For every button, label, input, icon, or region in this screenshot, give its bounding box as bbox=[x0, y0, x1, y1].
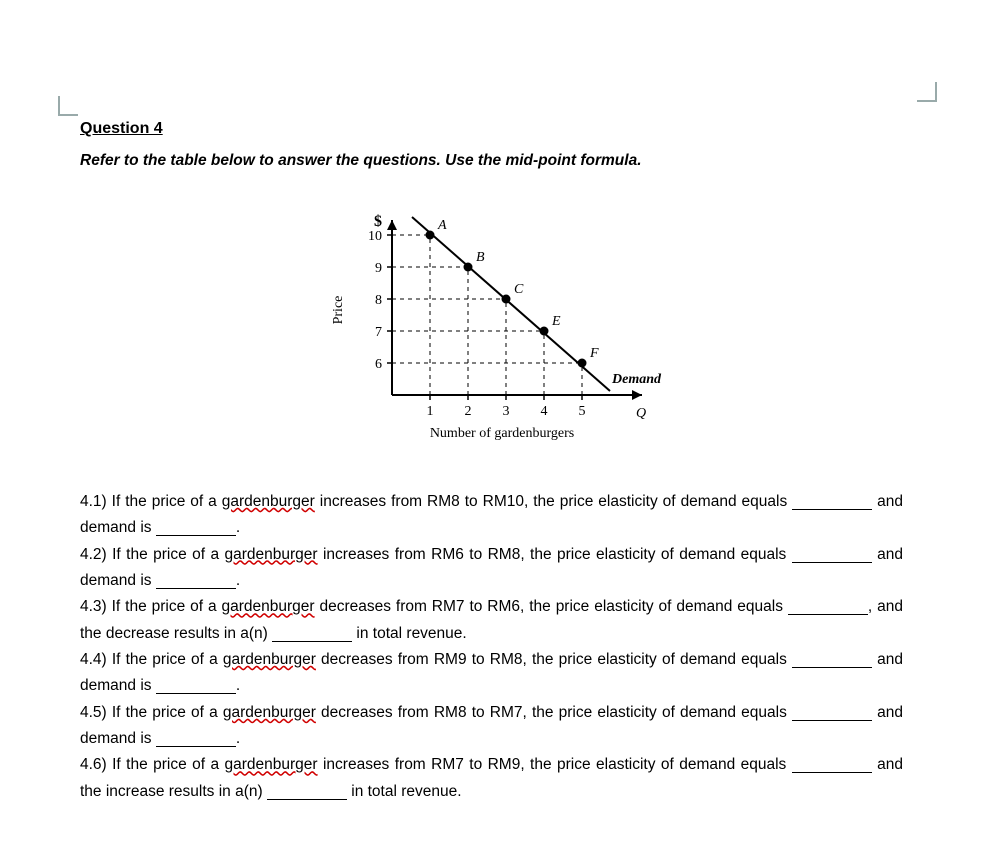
svg-text:3: 3 bbox=[502, 404, 509, 419]
blank-field bbox=[792, 546, 872, 563]
svg-text:5: 5 bbox=[578, 404, 585, 419]
blank-field bbox=[272, 625, 352, 642]
q42-text-d: . bbox=[236, 572, 240, 589]
blank-field bbox=[792, 757, 872, 774]
svg-text:4: 4 bbox=[540, 404, 547, 419]
squiggle-word: gardenburger bbox=[221, 598, 314, 615]
question-4-5: 4.5) If the price of a gardenburger decr… bbox=[80, 700, 903, 753]
question-4-1: 4.1) If the price of a gardenburger incr… bbox=[80, 489, 903, 542]
q42-text-a: 4.2) If the price of a bbox=[80, 546, 224, 563]
q43-text-b: decreases from RM7 to RM6, the price ela… bbox=[315, 598, 788, 615]
q43-text-a: 4.3) If the price of a bbox=[80, 598, 221, 615]
instruction-text: Refer to the table below to answer the q… bbox=[80, 152, 903, 170]
blank-field bbox=[792, 494, 872, 511]
svg-text:F: F bbox=[589, 346, 599, 361]
svg-text:A: A bbox=[437, 218, 447, 233]
q46-text-b: increases from RM7 to RM9, the price ela… bbox=[318, 756, 792, 773]
squiggle-word: gardenburger bbox=[223, 704, 316, 721]
svg-text:E: E bbox=[551, 314, 561, 329]
q46-text-a: 4.6) If the price of a bbox=[80, 756, 224, 773]
blank-field bbox=[156, 731, 236, 748]
q41-text-d: . bbox=[236, 519, 240, 536]
q44-text-a: 4.4) If the price of a bbox=[80, 651, 223, 668]
blank-field bbox=[156, 520, 236, 537]
blank-field bbox=[156, 678, 236, 695]
question-4-6: 4.6) If the price of a gardenburger incr… bbox=[80, 752, 903, 805]
question-4-4: 4.4) If the price of a gardenburger decr… bbox=[80, 647, 903, 700]
question-title: Question 4 bbox=[80, 120, 903, 138]
svg-text:$: $ bbox=[374, 213, 382, 230]
squiggle-word: gardenburger bbox=[224, 546, 317, 563]
q45-text-b: decreases from RM8 to RM7, the price ela… bbox=[316, 704, 792, 721]
blank-field bbox=[792, 704, 872, 721]
q45-text-a: 4.5) If the price of a bbox=[80, 704, 223, 721]
svg-text:Q: Q bbox=[636, 406, 646, 421]
questions-block: 4.1) If the price of a gardenburger incr… bbox=[80, 489, 903, 805]
blank-field bbox=[792, 652, 872, 669]
blank-field bbox=[788, 599, 868, 616]
q44-text-d: . bbox=[236, 677, 240, 694]
svg-text:9: 9 bbox=[375, 261, 382, 276]
svg-text:Price: Price bbox=[331, 296, 346, 325]
q46-text-d: in total revenue. bbox=[347, 783, 462, 800]
svg-text:6: 6 bbox=[375, 357, 382, 372]
question-4-2: 4.2) If the price of a gardenburger incr… bbox=[80, 542, 903, 595]
demand-chart-svg: $6 7 8 9 10 1 2 3 4 5 Price Number of gardenburgers… bbox=[312, 200, 672, 450]
squiggle-word: gardenburger bbox=[223, 651, 316, 668]
question-4-3: 4.3) If the price of a gardenburger decr… bbox=[80, 594, 903, 647]
q42-text-b: increases from RM6 to RM8, the price ela… bbox=[318, 546, 792, 563]
svg-text:Number of gardenburgers: Number of gardenburgers bbox=[429, 426, 573, 441]
blank-field bbox=[267, 783, 347, 800]
svg-text:C: C bbox=[514, 282, 524, 297]
q45-text-d: . bbox=[236, 730, 240, 747]
svg-text:B: B bbox=[476, 250, 485, 265]
page-content: Question 4 Refer to the table below to a… bbox=[0, 0, 983, 845]
svg-text:10: 10 bbox=[368, 229, 382, 244]
svg-text:1: 1 bbox=[426, 404, 433, 419]
svg-text:2: 2 bbox=[464, 404, 471, 419]
svg-text:Demand: Demand bbox=[611, 372, 662, 387]
squiggle-word: gardenburger bbox=[222, 493, 315, 510]
q43-text-d: in total revenue. bbox=[352, 625, 467, 642]
svg-text:7: 7 bbox=[375, 325, 382, 340]
squiggle-word: gardenburger bbox=[224, 756, 317, 773]
svg-text:8: 8 bbox=[375, 293, 382, 308]
q41-text-a: 4.1) If the price of a bbox=[80, 493, 222, 510]
q41-text-b: increases from RM8 to RM10, the price el… bbox=[315, 493, 792, 510]
demand-chart: $6 7 8 9 10 1 2 3 4 5 Price Number of gardenburgers… bbox=[80, 200, 903, 455]
q44-text-b: decreases from RM9 to RM8, the price ela… bbox=[316, 651, 792, 668]
blank-field bbox=[156, 573, 236, 590]
